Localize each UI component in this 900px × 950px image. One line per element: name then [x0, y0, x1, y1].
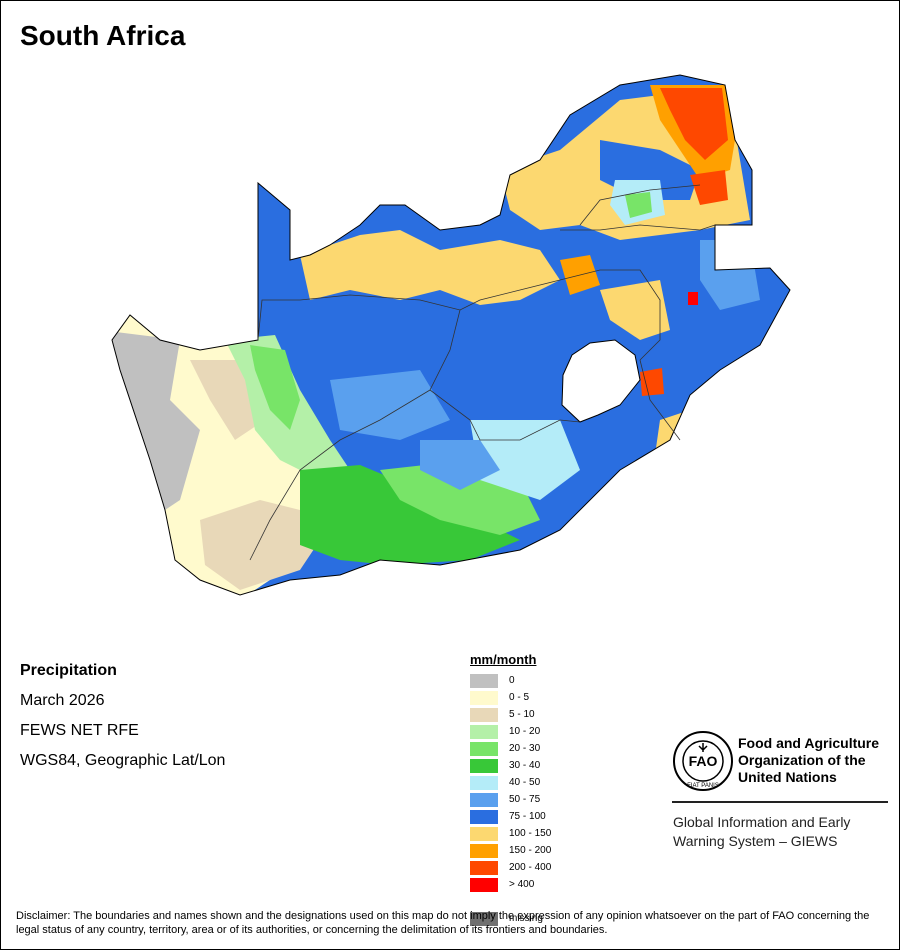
- legend-label: 40 - 50: [509, 777, 541, 788]
- legend-label: 20 - 30: [509, 743, 541, 754]
- variable-label: Precipitation: [20, 662, 117, 679]
- legend-row: > 400: [470, 876, 551, 893]
- legend-row: 75 - 100: [470, 808, 551, 825]
- projection-label: WGS84, Geographic Lat/Lon: [20, 752, 226, 769]
- legend-label: 30 - 40: [509, 760, 541, 771]
- legend-label: missing: [509, 913, 543, 924]
- legend-row-missing: missing: [470, 910, 551, 927]
- legend-label: 0: [509, 675, 515, 686]
- legend-swatch: [470, 826, 498, 841]
- divider: [672, 801, 888, 803]
- legend-swatch: [470, 673, 498, 688]
- legend-row: 40 - 50: [470, 774, 551, 791]
- legend-swatch: [470, 690, 498, 705]
- legend-swatch: [470, 843, 498, 858]
- legend-row: 150 - 200: [470, 842, 551, 859]
- legend-row: 200 - 400: [470, 859, 551, 876]
- legend-row: 30 - 40: [470, 757, 551, 774]
- giews-line-1: Global Information and Early: [673, 814, 851, 830]
- legend-label: 10 - 20: [509, 726, 541, 737]
- legend-label: 5 - 10: [509, 709, 535, 720]
- org-line-1: Food and Agriculture: [738, 735, 880, 751]
- legend-title: mm/month: [470, 652, 537, 667]
- legend-label: 200 - 400: [509, 862, 552, 873]
- giews-label: Global Information and Early Warning Sys…: [673, 813, 850, 851]
- org-line-3: United Nations: [738, 769, 837, 785]
- org-line-2: Organization of the: [738, 752, 866, 768]
- legend-row: 0 - 5: [470, 689, 551, 706]
- legend-label: 50 - 75: [509, 794, 541, 805]
- legend-row: 0: [470, 672, 551, 689]
- legend-swatch: [470, 758, 498, 773]
- legend-swatch: [470, 724, 498, 739]
- map-title: South Africa: [20, 20, 186, 51]
- legend-swatch: [470, 809, 498, 824]
- legend-swatch: [470, 860, 498, 875]
- legend-swatch: [470, 911, 498, 926]
- legend-label: 150 - 200: [509, 845, 552, 856]
- legend-label: > 400: [509, 879, 535, 890]
- legend-swatch: [470, 877, 498, 892]
- legend: mm/month 0 0 - 5 5 - 10 10 - 20 20 - 30 30 - …: [470, 652, 551, 927]
- disclaimer: Disclaimer: The boundaries and names sho…: [16, 910, 870, 936]
- period-label: March 2026: [20, 692, 105, 709]
- precipitation-map: [111, 74, 791, 596]
- source-label: FEWS NET RFE: [20, 722, 139, 739]
- legend-row: 50 - 75: [470, 791, 551, 808]
- legend-label: 75 - 100: [509, 811, 546, 822]
- legend-label: 100 - 150: [509, 828, 552, 839]
- legend-label: 0 - 5: [509, 692, 530, 703]
- legend-row: 100 - 150: [470, 825, 551, 842]
- legend-swatch: [470, 775, 498, 790]
- svg-text:FAO: FAO: [689, 753, 718, 769]
- legend-rows: 0 0 - 5 5 - 10 10 - 20 20 - 30 30 - 40 40 - 50…: [470, 672, 551, 893]
- legend-row: 20 - 30: [470, 740, 551, 757]
- map-info: Precipitation March 2026 FEWS NET RFE WG…: [20, 656, 225, 776]
- legend-row: 10 - 20: [470, 723, 551, 740]
- legend-swatch: [470, 707, 498, 722]
- organization-name: Food and Agriculture Organization of the…: [738, 735, 879, 786]
- legend-swatch: [470, 741, 498, 756]
- legend-swatch: [470, 792, 498, 807]
- svg-text:FIAT PANIS: FIAT PANIS: [687, 783, 719, 789]
- legend-row: 5 - 10: [470, 706, 551, 723]
- fao-logo: FAO FIAT PANIS: [673, 731, 733, 791]
- legend-gap: [470, 893, 551, 910]
- giews-line-2: Warning System – GIEWS: [673, 833, 838, 849]
